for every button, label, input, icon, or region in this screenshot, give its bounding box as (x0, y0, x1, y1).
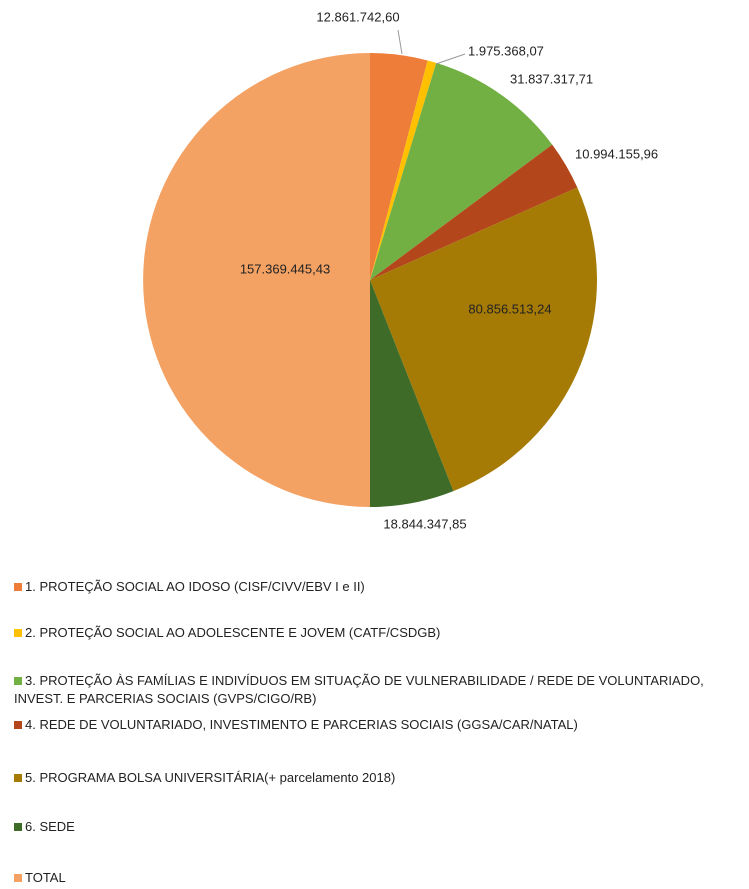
legend-swatch (14, 629, 22, 637)
legend-label: 4. REDE DE VOLUNTARIADO, INVESTIMENTO E … (25, 717, 578, 732)
data-label: 80.856.513,24 (468, 301, 551, 316)
legend-swatch (14, 583, 22, 591)
pie-slice (370, 53, 428, 280)
legend-swatch (14, 823, 22, 831)
data-label: 31.837.317,71 (510, 71, 593, 86)
pie-slice (370, 60, 437, 280)
pie-slice (370, 144, 578, 280)
legend-item: TOTAL (14, 869, 739, 887)
legend-label: 5. PROGRAMA BOLSA UNIVERSITÁRIA(+ parcel… (25, 770, 396, 785)
legend-swatch (14, 874, 22, 882)
legend-swatch (14, 677, 22, 685)
legend-swatch (14, 774, 22, 782)
pie-slice (370, 280, 454, 507)
legend-label: TOTAL (25, 870, 66, 885)
pie-slice (370, 187, 597, 492)
legend-item: 6. SEDE (14, 818, 739, 836)
data-label: 18.844.347,85 (383, 516, 466, 531)
legend-item: 5. PROGRAMA BOLSA UNIVERSITÁRIA(+ parcel… (14, 769, 739, 787)
legend-item: 4. REDE DE VOLUNTARIADO, INVESTIMENTO E … (14, 716, 739, 734)
legend-label: 6. SEDE (25, 819, 75, 834)
legend-item: 1. PROTEÇÃO SOCIAL AO IDOSO (CISF/CIVV/E… (14, 578, 739, 596)
leader-line (435, 53, 466, 65)
pie-slice (370, 62, 553, 281)
leader-line (397, 29, 403, 55)
legend-label: 2. PROTEÇÃO SOCIAL AO ADOLESCENTE E JOVE… (25, 625, 441, 640)
data-label: 1.975.368,07 (468, 43, 544, 58)
data-label: 157.369.445,43 (240, 261, 330, 276)
legend-label: 3. PROTEÇÃO ÀS FAMÍLIAS E INDIVÍDUOS EM … (14, 673, 704, 706)
legend-swatch (14, 721, 22, 729)
data-label: 10.994.155,96 (575, 146, 658, 161)
chart: 12.861.742,60 1.975.368,07 31.837.317,71 10… (143, 9, 658, 531)
legend-label: 1. PROTEÇÃO SOCIAL AO IDOSO (CISF/CIVV/E… (25, 579, 365, 594)
legend-item: 2. PROTEÇÃO SOCIAL AO ADOLESCENTE E JOVE… (14, 624, 739, 642)
pie-slice (143, 53, 370, 507)
legend-item: 3. PROTEÇÃO ÀS FAMÍLIAS E INDIVÍDUOS EM … (14, 672, 739, 708)
data-label: 12.861.742,60 (316, 9, 399, 24)
